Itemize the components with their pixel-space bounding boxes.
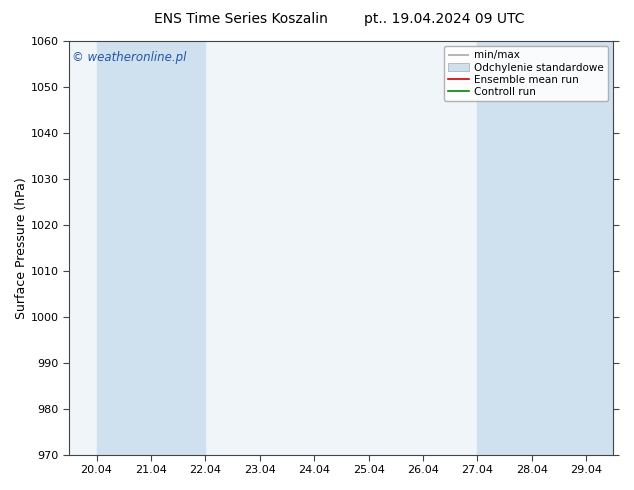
Bar bbox=[586, 41, 614, 455]
Bar bbox=[96, 41, 151, 455]
Text: © weatheronline.pl: © weatheronline.pl bbox=[72, 51, 186, 64]
Bar bbox=[477, 41, 532, 455]
Y-axis label: Surface Pressure (hPa): Surface Pressure (hPa) bbox=[15, 177, 28, 318]
Bar bbox=[532, 41, 586, 455]
Bar bbox=[151, 41, 205, 455]
Legend: min/max, Odchylenie standardowe, Ensemble mean run, Controll run: min/max, Odchylenie standardowe, Ensembl… bbox=[444, 46, 608, 101]
Text: pt.. 19.04.2024 09 UTC: pt.. 19.04.2024 09 UTC bbox=[363, 12, 524, 26]
Text: ENS Time Series Koszalin: ENS Time Series Koszalin bbox=[154, 12, 328, 26]
